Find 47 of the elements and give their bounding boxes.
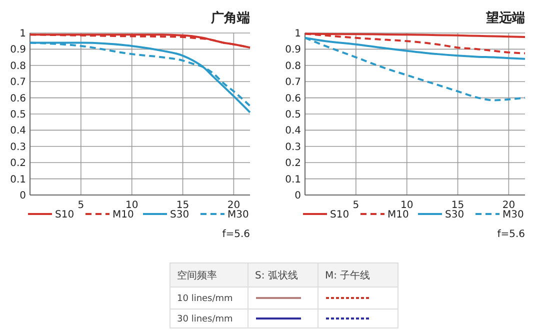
y-tick-label: 0.1 (285, 174, 301, 186)
legend-label: M10 (112, 210, 134, 220)
y-tick-label: 0 (20, 190, 26, 202)
y-tick-label: 1 (20, 28, 26, 40)
chart-title: 望远端 (485, 10, 525, 26)
x-tick-label: 20 (227, 200, 240, 211)
y-tick-label: 0.9 (10, 44, 26, 56)
y-tick-label: 0.9 (285, 44, 301, 56)
y-tick-label: 0.7 (285, 77, 301, 88)
x-tick-label: 20 (502, 200, 516, 211)
legend-label: M30 (502, 210, 524, 220)
y-tick-label: 0.2 (285, 158, 301, 170)
text: 30 lines/mm (177, 314, 233, 325)
legend-label: S10 (330, 210, 350, 220)
x-tick-label: 15 (176, 200, 190, 211)
y-tick-label: 0.5 (285, 110, 301, 120)
y-tick-label: 0.3 (10, 142, 26, 153)
y-tick-label: 0.7 (10, 77, 26, 88)
y-tick-label: 0.6 (285, 93, 301, 104)
legend-label: M10 (388, 210, 409, 220)
y-tick-label: 1 (294, 28, 301, 40)
y-tick-label: 0.4 (10, 126, 26, 137)
text: f=5.6 (497, 229, 525, 240)
x-tick-label: 5 (352, 200, 360, 211)
legend-label: S10 (55, 210, 74, 220)
y-tick-label: 0.8 (10, 60, 26, 72)
y-tick-label: 0.1 (10, 174, 26, 186)
text: M: 子午线 (325, 270, 370, 282)
y-tick-label: 0.2 (10, 158, 26, 170)
x-tick-label: 15 (451, 200, 464, 211)
chart-title: 广角端 (210, 10, 250, 26)
x-tick-label: 10 (125, 200, 138, 211)
legend-label: M30 (228, 210, 249, 220)
x-tick-label: 5 (78, 200, 84, 211)
y-tick-label: 0 (294, 190, 301, 202)
text: S: 弧状线 (255, 270, 298, 282)
text: f=5.6 (222, 229, 250, 240)
y-tick-label: 0.5 (10, 110, 26, 120)
legend-label: S30 (445, 210, 464, 220)
y-tick-label: 0.8 (285, 60, 301, 72)
y-tick-label: 0.4 (285, 126, 301, 137)
text: 10 lines/mm (177, 294, 233, 304)
y-tick-label: 0.6 (10, 93, 26, 104)
text: 空间频率 (177, 270, 217, 282)
y-tick-label: 0.3 (285, 142, 301, 153)
legend-label: S30 (170, 210, 190, 220)
x-tick-label: 10 (400, 200, 414, 211)
